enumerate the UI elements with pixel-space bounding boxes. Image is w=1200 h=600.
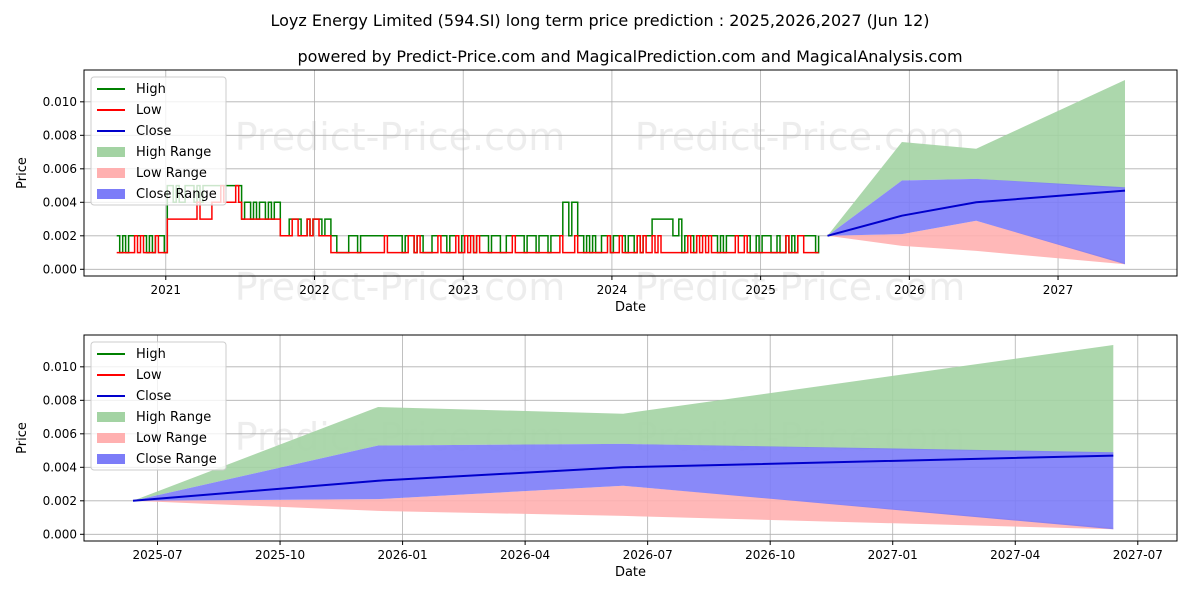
low-series-line [116, 184, 819, 254]
y-tick-label: 0.004 [43, 460, 77, 474]
high-range-band [827, 80, 1125, 236]
y-tick-label: 0.004 [43, 195, 77, 209]
legend-label: Close Range [136, 187, 217, 202]
watermark-text: Predict-Price.com [235, 115, 566, 159]
close-range-band [133, 443, 1114, 530]
x-tick-label: 2026-01 [378, 548, 428, 562]
legend-label: Close [136, 389, 171, 404]
x-axis-label: Date [615, 565, 646, 580]
x-tick-label: 2022 [299, 283, 330, 297]
y-tick-label: 0.002 [43, 229, 77, 243]
x-tick-label: 2026 [894, 283, 925, 297]
legend-swatch [97, 168, 125, 178]
x-tick-label: 2025-07 [132, 548, 182, 562]
legend-label: Close [136, 124, 171, 139]
y-tick-label: 0.008 [43, 128, 77, 142]
legend-label: Low [136, 368, 162, 383]
x-tick-label: 2026-10 [745, 548, 795, 562]
legend-label: High [136, 82, 166, 97]
x-tick-label: 2025-10 [255, 548, 305, 562]
legend-label: Low Range [136, 166, 207, 181]
legend-swatch [97, 412, 125, 422]
low-range-band [133, 485, 1114, 530]
x-tick-label: 2027 [1043, 283, 1074, 297]
legend-label: Low Range [136, 431, 207, 446]
legend-swatch [97, 189, 125, 199]
y-tick-label: 0.006 [43, 427, 77, 441]
legend-swatch [97, 454, 125, 464]
x-tick-label: 2025 [745, 283, 776, 297]
chart-subtitle: powered by Predict-Price.com and Magical… [297, 47, 962, 66]
y-tick-label: 0.000 [43, 527, 77, 541]
y-tick-label: 0.006 [43, 162, 77, 176]
x-tick-label: 2026-04 [500, 548, 550, 562]
x-tick-label: 2026-07 [623, 548, 673, 562]
high-range-band [133, 345, 1114, 501]
y-axis-label: Price [15, 422, 30, 454]
x-tick-label: 2021 [151, 283, 182, 297]
y-tick-label: 0.010 [43, 95, 77, 109]
chart-panel-forecast: Predict-Price.comPredict-Price.com2025-0… [15, 334, 1178, 580]
y-tick-label: 0.008 [43, 393, 77, 407]
plot-frame [83, 69, 1178, 277]
watermark-text: Predict-Price.com [235, 265, 566, 309]
close-range-band [827, 178, 1125, 265]
x-tick-label: 2027-07 [1113, 548, 1163, 562]
legend-swatch [97, 433, 125, 443]
x-tick-label: 2027-01 [868, 548, 918, 562]
y-axis-label: Price [15, 157, 30, 189]
y-tick-label: 0.002 [43, 494, 77, 508]
x-axis-label: Date [615, 300, 646, 315]
x-tick-label: 2023 [448, 283, 479, 297]
y-tick-label: 0.010 [43, 360, 77, 374]
legend-label: High Range [136, 410, 211, 425]
x-tick-label: 2024 [597, 283, 628, 297]
legend-label: High Range [136, 145, 211, 160]
chart-panel-history: Predict-Price.com Predict-Price.com Predic… [15, 69, 1178, 315]
legend-swatch [97, 147, 125, 157]
legend-label: Close Range [136, 452, 217, 467]
legend-label: High [136, 347, 166, 362]
watermark-text: Predict-Price.com [635, 265, 966, 309]
y-tick-label: 0.000 [43, 262, 77, 276]
chart-title: Loyz Energy Limited (594.SI) long term p… [270, 11, 929, 30]
legend-label: Low [136, 103, 162, 118]
low-range-band [827, 220, 1125, 265]
plot-frame [83, 334, 1178, 542]
x-tick-label: 2027-04 [990, 548, 1040, 562]
close-series-line [132, 454, 1114, 502]
close-series-line [827, 189, 1126, 237]
